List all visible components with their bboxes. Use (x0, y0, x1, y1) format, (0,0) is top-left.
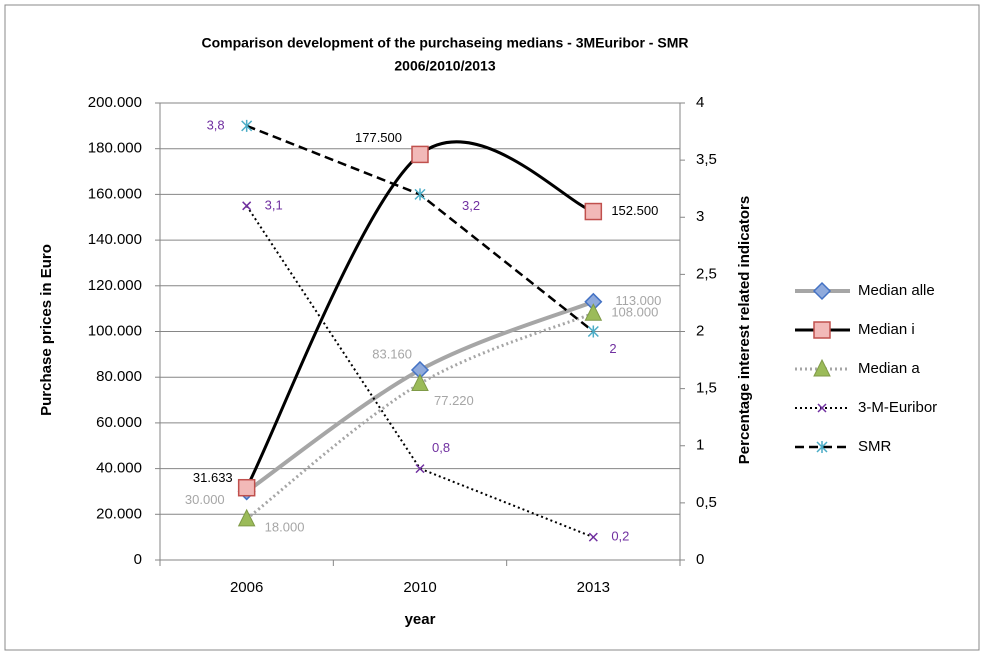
chart-title: Comparison development of the purchasein… (202, 35, 689, 51)
y-tick-label: 40.000 (96, 460, 142, 477)
legend-label: Median a (858, 360, 920, 377)
y2-tick-label: 4 (696, 94, 704, 111)
marker (411, 145, 429, 164)
legend-label: Median alle (858, 282, 935, 299)
data-label: 152.500 (611, 203, 658, 218)
series-line (245, 311, 594, 521)
y2-tick-label: 1,5 (696, 380, 717, 397)
y-tick-label: 60.000 (96, 414, 142, 431)
legend-marker (813, 358, 831, 377)
data-label: 2 (609, 341, 616, 356)
data-label: 18.000 (265, 519, 305, 534)
y-tick-label: 120.000 (88, 277, 142, 294)
y-tick-label: 140.000 (88, 231, 142, 248)
y-tick-label: 160.000 (88, 185, 142, 202)
series: 3,1 0,8 0,2 (242, 197, 629, 544)
marker (415, 464, 425, 474)
y-tick-label: 200.000 (88, 94, 142, 111)
marker (414, 188, 426, 201)
data-label: 3,1 (265, 197, 283, 212)
series-line (245, 140, 594, 489)
y2-tick-label: 0,5 (696, 494, 717, 511)
y-tick-label: 0 (134, 551, 142, 568)
x-tick-label: 2013 (577, 579, 610, 596)
legend-label: 3-M-Euribor (858, 399, 937, 416)
series: 18.000 77.220 108.000 (237, 303, 658, 534)
y2-axis-title: Percentage interest related indicators (736, 196, 753, 464)
data-label: 0,8 (432, 440, 450, 455)
data-label: 77.220 (434, 393, 474, 408)
legend-marker (813, 321, 831, 339)
y-tick-label: 180.000 (88, 140, 142, 157)
y-tick-label: 100.000 (88, 322, 142, 339)
marker (237, 508, 256, 527)
y2-tick-label: 1 (696, 437, 704, 454)
y2-tick-label: 3 (696, 208, 704, 225)
marker (242, 201, 252, 211)
y-axis-title: Purchase prices in Euro (38, 244, 55, 416)
data-label: 177.500 (355, 130, 402, 145)
series: 3,8 3,2 2 (207, 117, 617, 356)
marker (588, 532, 598, 542)
data-label: 3,2 (462, 198, 480, 213)
marker (584, 202, 603, 221)
legend-marker (816, 441, 828, 453)
series: 30.000 83.160 113.000 (185, 292, 661, 507)
x-tick-label: 2010 (403, 579, 436, 596)
marker (241, 119, 253, 132)
legend-marker (817, 403, 827, 413)
y-tick-label: 20.000 (96, 505, 142, 522)
y2-tick-label: 3,5 (696, 151, 717, 168)
data-label: 3,8 (207, 117, 225, 132)
legend-label: SMR (858, 438, 892, 455)
y-tick-label: 80.000 (96, 368, 142, 385)
data-label: 113.000 (615, 293, 661, 308)
data-label: 83.160 (372, 346, 412, 361)
legend-label: Median i (858, 321, 915, 338)
chart-subtitle: 2006/2010/2013 (394, 58, 495, 74)
data-label: 108.000 (611, 305, 658, 320)
x-tick-label: 2006 (230, 579, 263, 596)
y2-tick-label: 2 (696, 322, 704, 339)
marker (587, 325, 599, 338)
marker (584, 303, 603, 321)
data-label: 0,2 (611, 529, 629, 544)
data-label: 31.633 (193, 470, 233, 485)
chart-frame (4, 4, 980, 651)
marker (237, 478, 256, 497)
x-axis-title: year (405, 611, 436, 628)
legend-marker (812, 281, 832, 301)
series: 31.633 177.500 152.500 (193, 130, 658, 497)
marker (411, 373, 429, 392)
y2-tick-label: 2,5 (696, 265, 717, 282)
data-label: 30.000 (185, 492, 225, 507)
y2-tick-label: 0 (696, 551, 704, 568)
